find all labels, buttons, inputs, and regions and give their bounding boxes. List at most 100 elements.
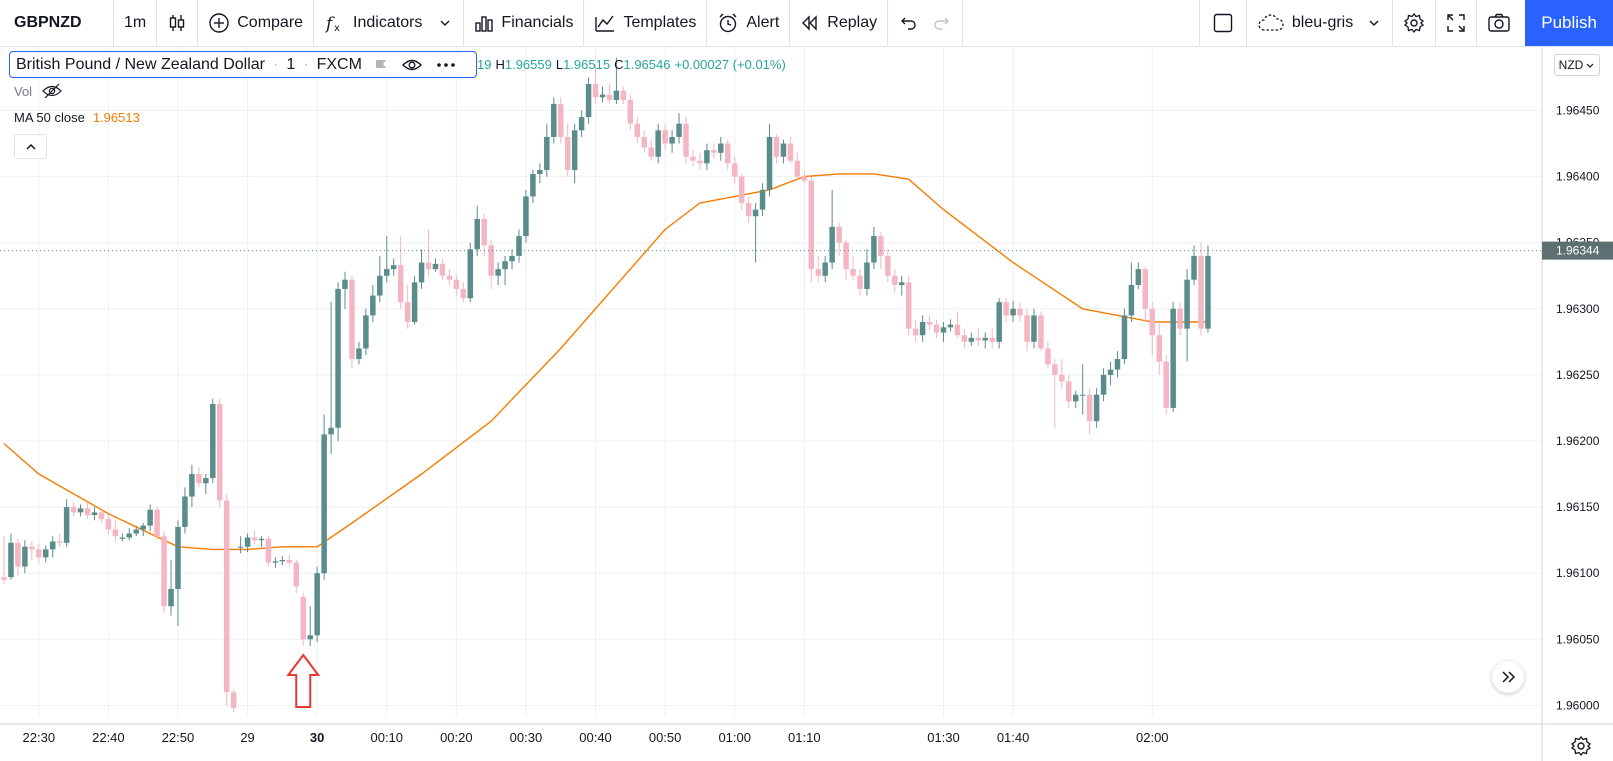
axis-settings-gear-icon[interactable] [1570, 735, 1592, 757]
candle-body [641, 136, 648, 148]
toolbar-spacer [963, 0, 1200, 46]
candle-down [975, 328, 982, 346]
eye-crossed-icon[interactable] [42, 83, 62, 99]
chart-area[interactable]: 1.964501.964001.963501.963001.962501.962… [0, 47, 1613, 761]
more-icon[interactable] [436, 62, 456, 68]
candle-body [968, 337, 975, 342]
fullscreen-button[interactable] [1436, 0, 1478, 46]
candle-down [885, 249, 891, 283]
volume-legend[interactable]: Vol [14, 83, 62, 99]
candle-body [940, 327, 947, 333]
candle-down [230, 689, 237, 712]
candle-down [557, 97, 564, 144]
chevron-down-icon [1586, 63, 1594, 68]
candle-body [1142, 269, 1149, 309]
undo-icon[interactable] [898, 13, 918, 33]
candle-down [892, 269, 898, 293]
candle-body [878, 236, 884, 256]
ma-legend[interactable]: MA 50 close 1.96513 [14, 110, 140, 125]
candle-up [328, 302, 334, 455]
candle-body [91, 512, 98, 516]
candle-up [530, 169, 536, 204]
candle-body [766, 136, 773, 190]
candle-body [1072, 394, 1079, 402]
candle-up [544, 123, 550, 177]
legend-collapse-button[interactable] [14, 134, 47, 159]
candle-body [272, 561, 279, 563]
candle-body [704, 150, 710, 164]
symbol-legend[interactable]: British Pound / New Zealand Dollar · 1 ·… [9, 51, 477, 78]
price-chart[interactable]: 1.964501.964001.963501.963001.962501.962… [0, 47, 1613, 761]
snapshot-button[interactable] [1477, 0, 1521, 46]
flag-icon[interactable] [374, 58, 388, 72]
alert-button[interactable]: Alert [707, 0, 791, 46]
candle-down [1156, 322, 1162, 375]
time-tick-label: 22:40 [92, 730, 125, 745]
price-tick-label: 1.96300 [1556, 302, 1600, 316]
candle-body [279, 559, 286, 562]
time-tick-label: 00:30 [510, 730, 543, 745]
candle-down [634, 117, 641, 144]
candle-body [523, 196, 529, 237]
candle-down [56, 533, 63, 547]
candle-body [627, 99, 634, 124]
settings-button[interactable] [1393, 0, 1437, 46]
fullscreen-square-button[interactable] [1200, 0, 1247, 46]
bar-chart-icon [475, 16, 494, 32]
candle-up [1205, 245, 1211, 333]
candle-body [36, 549, 42, 558]
candle-up [43, 545, 49, 563]
candle-body [370, 295, 376, 316]
candle-up [1121, 308, 1128, 365]
scroll-to-realtime-button[interactable] [1492, 661, 1524, 693]
layout-cloud-button[interactable]: bleu-gris [1247, 0, 1394, 46]
candle-up [356, 341, 362, 365]
candle-body [787, 143, 794, 161]
price-tick-label: 1.96050 [1556, 632, 1600, 646]
candle-body [989, 337, 995, 342]
candle-up [1031, 308, 1037, 349]
expand-icon [1447, 14, 1465, 32]
candle-body [196, 474, 202, 484]
candle-down [592, 64, 599, 104]
candle-body [1191, 255, 1197, 280]
price-tick-label: 1.96450 [1556, 103, 1600, 117]
candle-up [314, 566, 320, 642]
candle-body [397, 265, 404, 303]
candle-down [564, 123, 571, 177]
double-chevron-right-icon [1502, 671, 1516, 683]
candle-up [258, 536, 265, 547]
replay-button[interactable]: Replay [790, 0, 889, 46]
svg-text:x: x [334, 23, 340, 34]
red-up-arrow [286, 653, 321, 708]
candle-up [49, 536, 56, 558]
candle-down [912, 319, 919, 342]
candle-down [349, 275, 355, 369]
time-tick-label: 01:10 [788, 730, 821, 745]
candle-up [147, 504, 153, 531]
templates-button[interactable]: Templates [584, 0, 708, 46]
redo-icon[interactable] [932, 13, 952, 33]
candle-up [91, 507, 98, 521]
interval-button[interactable]: 1m [114, 0, 158, 46]
candle-down [84, 503, 91, 519]
candle-up [502, 255, 508, 285]
candle-body [530, 173, 536, 197]
candle-up [411, 275, 418, 325]
candle-up [864, 249, 870, 296]
candle-body [857, 275, 863, 289]
financials-button[interactable]: Financials [464, 0, 585, 46]
symbol-search-button[interactable]: GBPNZD [0, 0, 114, 46]
compare-button[interactable]: Compare [198, 0, 315, 46]
currency-button[interactable]: NZD [1554, 54, 1600, 76]
candle-body [258, 538, 265, 541]
chart-type-button[interactable] [157, 0, 199, 46]
publish-button[interactable]: Publish [1525, 0, 1613, 46]
candle-up [968, 332, 975, 346]
eye-icon[interactable] [401, 57, 422, 73]
candle-body [119, 537, 126, 539]
candle-up [467, 242, 474, 303]
candle-down [801, 171, 808, 184]
candle-down [112, 520, 119, 542]
